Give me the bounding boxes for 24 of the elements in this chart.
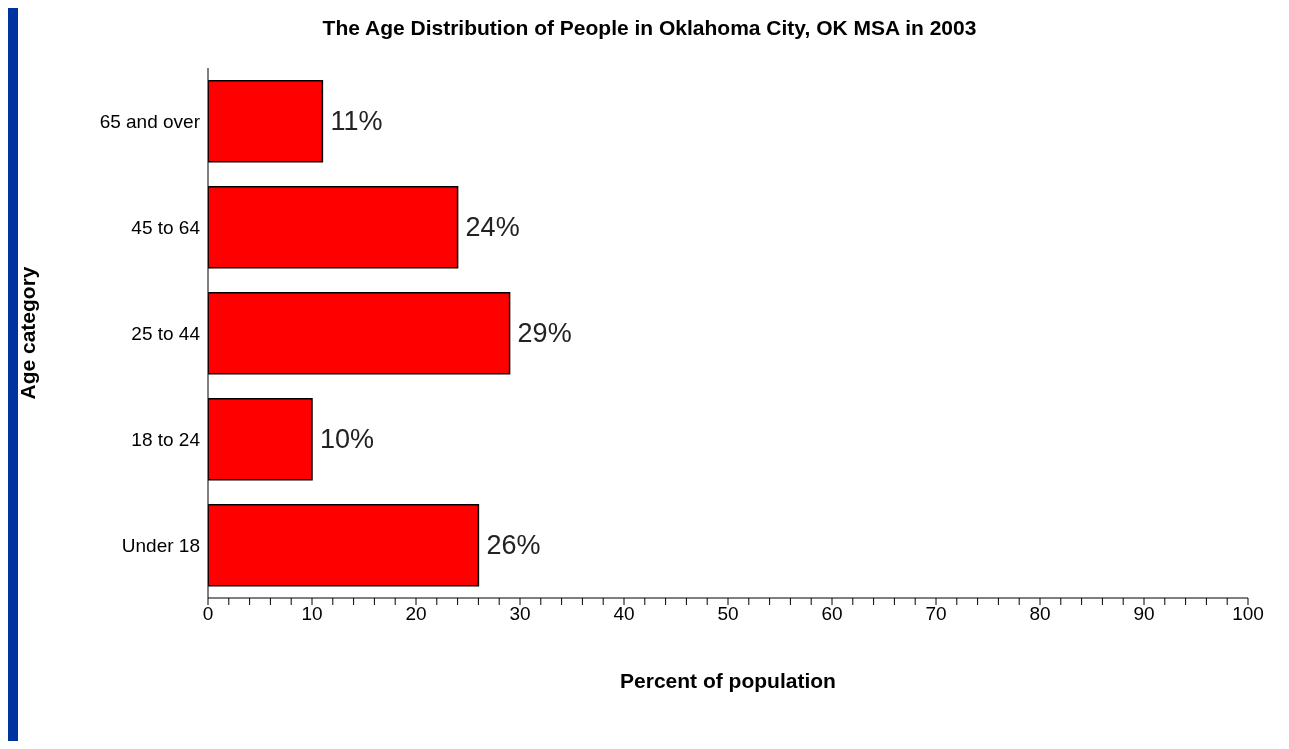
y-tick-label: 25 to 44 bbox=[131, 322, 201, 344]
x-tick-label: 30 bbox=[509, 603, 531, 625]
data-label: 26% bbox=[486, 530, 541, 561]
x-tick-label: 70 bbox=[925, 603, 947, 625]
y-axis-title: Age category bbox=[16, 266, 40, 400]
chart-title: The Age Distribution of People in Oklahoma City, OK MSA in 2003 bbox=[321, 15, 978, 41]
x-tick-label: 100 bbox=[1232, 603, 1264, 625]
x-tick-label: 40 bbox=[613, 603, 635, 625]
data-label: 29% bbox=[517, 318, 572, 349]
x-tick-label: 80 bbox=[1029, 603, 1051, 625]
x-axis-title: Percent of population bbox=[620, 669, 836, 692]
x-tick-label: 10 bbox=[301, 603, 323, 625]
x-tick-label: 20 bbox=[405, 603, 427, 625]
x-tick-label: 60 bbox=[821, 603, 843, 625]
x-tick-label: 50 bbox=[717, 603, 739, 625]
y-tick-label: Under 18 bbox=[121, 534, 200, 556]
y-tick-label: 18 to 24 bbox=[131, 428, 201, 450]
data-label: 10% bbox=[320, 424, 375, 455]
x-tick-label: 90 bbox=[1133, 603, 1155, 625]
data-label: 24% bbox=[465, 212, 520, 243]
y-tick-label: 65 and over bbox=[99, 110, 201, 132]
data-label: 11% bbox=[330, 106, 383, 137]
x-tick-label: 0 bbox=[202, 603, 214, 625]
y-tick-label: 45 to 64 bbox=[131, 216, 201, 238]
